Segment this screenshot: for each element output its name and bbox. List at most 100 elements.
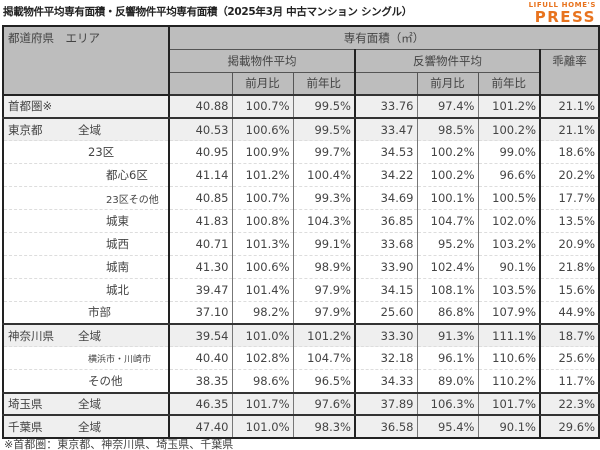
listing-value: 41.83 xyxy=(168,209,233,233)
response-value: 34.69 xyxy=(354,186,418,210)
response-value: 33.68 xyxy=(354,232,418,256)
area-cell: 埼玉県 全域 xyxy=(2,391,170,417)
divergence-rate: 20.2% xyxy=(538,163,600,188)
logo-bottom-text: PRESS xyxy=(534,8,596,26)
area-cell: 首都圏※ xyxy=(2,94,170,119)
response-yoy: 90.1% xyxy=(477,255,541,279)
listing-mom: 100.7% xyxy=(231,94,294,119)
response-value: 34.15 xyxy=(354,278,418,302)
divergence-rate: 21.1% xyxy=(538,116,600,142)
listing-value: 40.40 xyxy=(168,346,233,371)
response-value: 33.76 xyxy=(354,94,418,119)
table-row-chiba-all: 千葉県 全域 47.40 101.0% 98.3% 36.58 95.4% 90.… xyxy=(2,414,600,440)
listing-yoy: 99.5% xyxy=(292,116,356,142)
header-area: 都道府県 エリア xyxy=(2,25,170,96)
response-value: 25.60 xyxy=(354,301,418,325)
listing-value: 40.85 xyxy=(168,186,233,210)
divergence-rate: 13.5% xyxy=(538,209,600,233)
listing-mom: 98.2% xyxy=(231,301,294,325)
area-cell: 都心6区 xyxy=(2,163,170,188)
listing-mom: 100.8% xyxy=(231,209,294,233)
listing-mom: 101.4% xyxy=(231,278,294,302)
response-value: 36.85 xyxy=(354,209,418,233)
table-row-tokyo-23ku-other: 23区その他 40.85 100.7% 99.3% 34.69 100.1% 1… xyxy=(2,186,600,210)
area-cell: 横浜市・川崎市 xyxy=(2,346,170,371)
area-cell: 千葉県 全域 xyxy=(2,414,170,440)
listing-yoy: 98.3% xyxy=(292,414,356,440)
area-cell: 城北 xyxy=(2,278,170,302)
listing-value: 40.95 xyxy=(168,140,233,165)
listing-mom: 100.6% xyxy=(231,116,294,142)
logo-top-text: LIFULL HOME'S xyxy=(528,1,596,9)
response-yoy: 100.5% xyxy=(477,186,541,210)
listing-value: 46.35 xyxy=(168,391,233,417)
response-yoy: 103.2% xyxy=(477,232,541,256)
table-row-kanagawa-other: その他 38.35 98.6% 96.5% 34.33 89.0% 110.2%… xyxy=(2,369,600,394)
response-value: 33.47 xyxy=(354,116,418,142)
table-row-tokyo-shibu: 市部 37.10 98.2% 97.9% 25.60 86.8% 107.9% … xyxy=(2,301,600,325)
divergence-rate: 18.7% xyxy=(538,322,600,348)
table-row-shutoken: 首都圏※ 40.88 100.7% 99.5% 33.76 97.4% 101.… xyxy=(2,94,600,119)
divergence-rate: 20.9% xyxy=(538,232,600,256)
listing-value: 41.14 xyxy=(168,163,233,188)
listing-yoy: 101.2% xyxy=(292,322,356,348)
response-mom: 100.2% xyxy=(416,163,479,188)
response-value: 37.89 xyxy=(354,391,418,417)
table-row-tokyo-joto: 城東 41.83 100.8% 104.3% 36.85 104.7% 102.… xyxy=(2,209,600,233)
response-value: 36.58 xyxy=(354,414,418,440)
area-cell: 城西 xyxy=(2,232,170,256)
area-cell: 23区 xyxy=(2,140,170,165)
header-listing-mom: 前月比 xyxy=(231,71,294,96)
response-mom: 104.7% xyxy=(416,209,479,233)
response-yoy: 101.2% xyxy=(477,94,541,119)
table-row-tokyo-josai: 城西 40.71 101.3% 99.1% 33.68 95.2% 103.2%… xyxy=(2,232,600,256)
table-row-tokyo-toshin6: 都心6区 41.14 101.2% 100.4% 34.22 100.2% 96… xyxy=(2,163,600,188)
table-row-kanagawa-yokohama-kawasaki: 横浜市・川崎市 40.40 102.8% 104.7% 32.18 96.1% … xyxy=(2,346,600,371)
response-mom: 86.8% xyxy=(416,301,479,325)
area-cell: 東京都 全域 xyxy=(2,116,170,142)
listing-mom: 100.9% xyxy=(231,140,294,165)
header-divergence-rate: 乖離率 xyxy=(538,48,600,96)
listing-mom: 100.6% xyxy=(231,255,294,279)
header-response-mom: 前月比 xyxy=(416,71,479,96)
response-yoy: 99.0% xyxy=(477,140,541,165)
listing-value: 47.40 xyxy=(168,414,233,440)
table-row-tokyo-jonan: 城南 41.30 100.6% 98.9% 33.90 102.4% 90.1%… xyxy=(2,255,600,279)
table-row-kanagawa-all: 神奈川県 全域 39.54 101.0% 101.2% 33.30 91.3% 1… xyxy=(2,322,600,348)
area-cell: 城東 xyxy=(2,209,170,233)
divergence-rate: 11.7% xyxy=(538,369,600,394)
response-mom: 96.1% xyxy=(416,346,479,371)
listing-yoy: 100.4% xyxy=(292,163,356,188)
header-listing-blank xyxy=(168,72,233,96)
table-row-tokyo-all: 東京都 全域 40.53 100.6% 99.5% 33.47 98.5% 100… xyxy=(2,116,600,142)
response-mom: 102.4% xyxy=(416,255,479,279)
listing-yoy: 99.7% xyxy=(292,140,356,165)
response-mom: 89.0% xyxy=(416,369,479,394)
listing-value: 39.54 xyxy=(168,322,233,348)
response-value: 34.33 xyxy=(354,369,418,394)
response-yoy: 100.2% xyxy=(477,116,541,142)
listing-yoy: 98.9% xyxy=(292,255,356,279)
response-yoy: 111.1% xyxy=(477,322,541,348)
header-floor-area: 専有面積（㎡） xyxy=(168,25,600,50)
response-value: 32.18 xyxy=(354,346,418,371)
listing-mom: 98.6% xyxy=(231,369,294,394)
listing-mom: 101.0% xyxy=(231,414,294,440)
table-row-saitama-all: 埼玉県 全域 46.35 101.7% 97.6% 37.89 106.3% 10… xyxy=(2,391,600,417)
divergence-rate: 17.7% xyxy=(538,186,600,210)
area-cell: 23区その他 xyxy=(2,186,170,210)
listing-yoy: 104.7% xyxy=(292,346,356,371)
listing-mom: 101.7% xyxy=(231,391,294,417)
listing-mom: 101.2% xyxy=(231,163,294,188)
area-cell: 市部 xyxy=(2,301,170,325)
response-value: 33.30 xyxy=(354,322,418,348)
response-mom: 106.3% xyxy=(416,391,479,417)
listing-value: 39.47 xyxy=(168,278,233,302)
divergence-rate: 44.9% xyxy=(538,301,600,325)
listing-yoy: 97.9% xyxy=(292,278,356,302)
response-mom: 100.1% xyxy=(416,186,479,210)
response-yoy: 110.6% xyxy=(477,346,541,371)
response-value: 34.53 xyxy=(354,140,418,165)
listing-value: 38.35 xyxy=(168,369,233,394)
table-title: 掲載物件平均専有面積・反響物件平均専有面積（2025年3月 中古マンション シン… xyxy=(3,6,412,18)
